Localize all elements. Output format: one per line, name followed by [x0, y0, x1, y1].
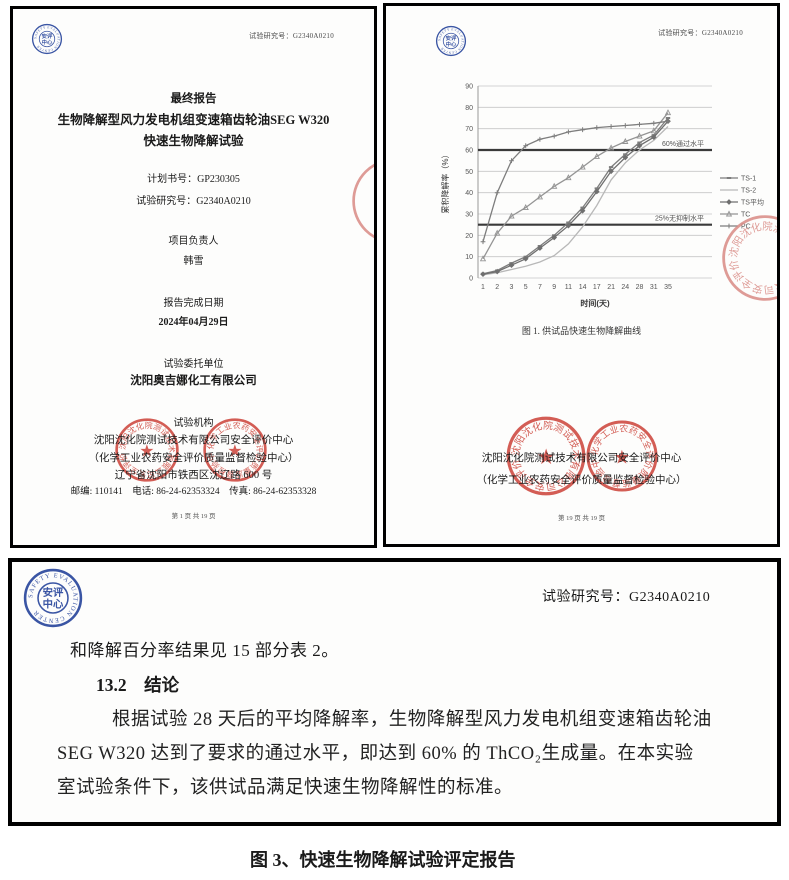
svg-text:9: 9 — [552, 284, 556, 291]
svg-text:0: 0 — [469, 276, 473, 283]
red-stamp: 化学工业农药安全评价质量监督检验中心 ★ — [585, 419, 658, 492]
conclusion-heading: 13.2 结论 — [96, 675, 180, 695]
stamp-star-icon: ★ — [227, 442, 242, 461]
svg-text:80: 80 — [465, 105, 473, 112]
svg-text:31: 31 — [650, 284, 658, 291]
report-title-line2: 生物降解型风力发电机组变速箱齿轮油SEG W320 — [57, 113, 330, 127]
logo-text-top: 安评 — [43, 586, 64, 599]
study-number: 试验研究号：G2340A0210 — [136, 196, 251, 207]
figure1-caption: 图 1. 供试品快速生物降解曲线 — [521, 326, 642, 336]
partial-red-stamp: 沈阳沈化院测试技术有限公司安全评价中心 — [718, 211, 780, 301]
report-date-label: 报告完成日期 — [163, 298, 224, 309]
svg-text:28: 28 — [636, 284, 644, 291]
svg-text:60%通过水平: 60%通过水平 — [662, 139, 704, 148]
conclusion-excerpt-box: 安评 中心 SAFETY EVALUATION CENTER 试验研究号：G23… — [8, 558, 781, 826]
svg-text:TC: TC — [741, 212, 750, 219]
svg-text:TS-1: TS-1 — [741, 176, 756, 183]
stamp-star-icon: ★ — [139, 442, 154, 461]
svg-text:时间(天): 时间(天) — [580, 298, 610, 308]
report-date-value: 2024年04月29日 — [158, 317, 229, 328]
test-org-label: 试验机构 — [173, 418, 214, 429]
svg-text:24: 24 — [621, 284, 629, 291]
test-org-line1: 沈阳沈化院测试技术有限公司安全评价中心 — [93, 435, 294, 446]
svg-text:17: 17 — [593, 284, 601, 291]
svg-text:2: 2 — [495, 284, 499, 291]
report-title-line3: 快速生物降解试验 — [143, 134, 244, 148]
page-number: 第 1 页 共 19 页 — [171, 513, 216, 520]
svg-text:70: 70 — [465, 126, 473, 133]
red-stamp: 沈阳沈化院测试技术有限公司安全评价中心 ★ — [505, 415, 586, 496]
svg-text:21: 21 — [607, 284, 615, 291]
svg-text:14: 14 — [579, 284, 587, 291]
safety-evaluation-center-logo-icon: 安评 中心 SAFETY EVALUATION CENTER — [31, 23, 63, 55]
report-title-line1: 最终报告 — [170, 93, 217, 105]
svg-text:7: 7 — [538, 284, 542, 291]
pi-name: 韩雪 — [183, 256, 204, 267]
test-org-line1: 沈阳沈化院测试技术有限公司安全评价中心 — [481, 453, 682, 464]
svg-text:40: 40 — [465, 190, 473, 197]
logo-text-bottom: 中心 — [43, 597, 64, 610]
report-chart-page: 安评 中心 SAFETY EVALUATION CENTER 试验研究号：G23… — [383, 3, 780, 547]
partial-red-stamp — [352, 163, 374, 239]
svg-text:5: 5 — [524, 284, 528, 291]
svg-text:沈阳沈化院测试技术有限公司安全评价中心: 沈阳沈化院测试技术有限公司安全评价中心 — [718, 211, 780, 296]
svg-text:累积降解率（%）: 累积降解率（%） — [440, 150, 450, 213]
logo-text-bottom: 中心 — [42, 38, 53, 46]
figure3-caption: 图 3、快速生物降解试验评定报告 — [250, 850, 516, 870]
header-study-number: 试验研究号：G2340A0210 — [542, 590, 711, 605]
svg-text:PC: PC — [741, 224, 751, 231]
conclusion-line1: 根据试验 28 天后的平均降解率，生物降解型风力发电机组变速箱齿轮油 — [112, 710, 712, 730]
svg-text:3: 3 — [510, 284, 514, 291]
test-org-line2: （化学工业农药安全评价质量监督检验中心） — [88, 453, 299, 464]
client-label: 试验委托单位 — [163, 359, 224, 370]
header-study-number: 试验研究号：G2340A0210 — [249, 32, 334, 40]
safety-evaluation-center-logo-icon: 安评 中心 SAFETY EVALUATION CENTER — [23, 568, 83, 628]
stamp-ring-text: 沈阳沈化院测试技术有限公司安全评价中心 — [718, 211, 777, 296]
page-number: 第 19 页 共 19 页 — [557, 515, 606, 522]
svg-text:35: 35 — [664, 284, 672, 291]
svg-text:50: 50 — [465, 169, 473, 176]
svg-text:30: 30 — [465, 212, 473, 219]
svg-text:90: 90 — [465, 84, 473, 91]
pi-label: 项目负责人 — [168, 236, 219, 247]
safety-evaluation-center-logo-icon: 安评 中心 SAFETY EVALUATION CENTER — [435, 25, 467, 57]
svg-text:1: 1 — [481, 284, 485, 291]
test-org-line2: （化学工业农药安全评价质量监督检验中心） — [476, 475, 687, 486]
header-study-number: 试验研究号：G2340A0210 — [658, 29, 743, 37]
client-name: 沈阳奥吉娜化工有限公司 — [130, 375, 257, 387]
paragraph-results: 和降解百分率结果见 15 部分表 2。 — [70, 641, 339, 660]
svg-text:TS平均: TS平均 — [741, 198, 764, 207]
stamp-star-icon: ★ — [536, 445, 555, 469]
conclusion-line3: 室试验条件下，该供试品满足快速生物降解性的标准。 — [57, 778, 514, 798]
svg-text:TS-2: TS-2 — [741, 188, 756, 195]
plan-number: 计划书号：GP230305 — [147, 174, 240, 185]
red-stamp: 沈阳沈化院测试技术有限公司安全评价中心 ★ — [114, 417, 179, 482]
red-stamp: 化学工业农药安全评价质量监督检验中心 ★ — [202, 417, 267, 482]
logo-text-top: 安评 — [42, 32, 53, 40]
svg-text:11: 11 — [565, 284, 572, 291]
stamp-star-icon: ★ — [613, 447, 630, 468]
svg-text:60: 60 — [465, 148, 473, 155]
svg-text:10: 10 — [465, 254, 473, 261]
report-cover-page: 安评 中心 SAFETY EVALUATION CENTER 试验研究号：G23… — [10, 6, 377, 548]
logo-text-top: 安评 — [446, 34, 457, 42]
svg-text:25%无抑制水平: 25%无抑制水平 — [655, 214, 704, 223]
contact-line: 邮编: 110141 电话: 86-24-62353324 传真: 86-24-… — [70, 487, 317, 497]
test-org-line3: 辽宁省沈阳市铁西区沈辽路 600 号 — [114, 470, 273, 481]
logo-text-bottom: 中心 — [446, 40, 457, 48]
conclusion-line2: SEG W320 达到了要求的通过水平，即达到 60% 的 ThCO₂生成量。在… — [57, 744, 694, 764]
svg-text:20: 20 — [465, 233, 473, 240]
